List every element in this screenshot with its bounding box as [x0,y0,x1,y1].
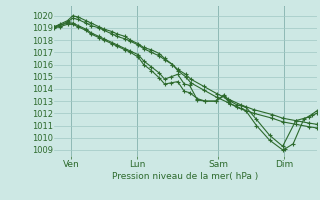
X-axis label: Pression niveau de la mer( hPa ): Pression niveau de la mer( hPa ) [112,172,259,181]
